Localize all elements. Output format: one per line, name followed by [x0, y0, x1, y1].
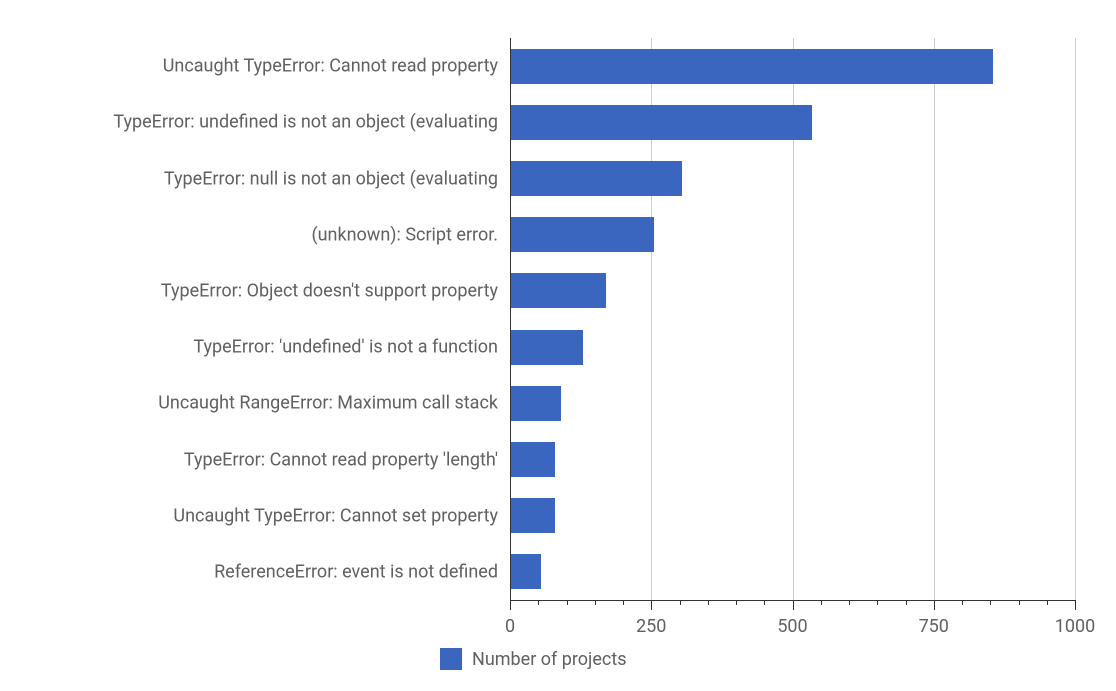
y-axis-labels: Uncaught TypeError: Cannot read property…: [0, 38, 510, 600]
x-axis-ticks: [510, 38, 1075, 600]
x-tick-minor: [849, 600, 850, 605]
x-tick-minor: [906, 600, 907, 605]
x-tick-minor: [1019, 600, 1020, 605]
x-tick-minor: [877, 600, 878, 605]
x-tick-major: [510, 600, 511, 610]
y-tick-label: ReferenceError: event is not defined: [0, 561, 510, 582]
x-tick-major: [651, 600, 652, 610]
y-tick-label: TypeError: 'undefined' is not a function: [0, 337, 510, 358]
y-tick-label: Uncaught TypeError: Cannot read property: [0, 56, 510, 77]
y-tick-label: Uncaught TypeError: Cannot set property: [0, 505, 510, 526]
x-tick-minor: [990, 600, 991, 605]
x-tick-minor: [962, 600, 963, 605]
x-tick-minor: [623, 600, 624, 605]
x-tick-minor: [708, 600, 709, 605]
x-tick-label: 750: [919, 616, 949, 637]
x-tick-major: [793, 600, 794, 610]
x-tick-minor: [736, 600, 737, 605]
x-tick-minor: [567, 600, 568, 605]
legend: Number of projects: [440, 648, 627, 670]
x-tick-major: [934, 600, 935, 610]
x-tick-label: 500: [777, 616, 807, 637]
x-tick-minor: [680, 600, 681, 605]
y-tick-label: Uncaught RangeError: Maximum call stack: [0, 393, 510, 414]
x-tick-minor: [821, 600, 822, 605]
y-tick-label: TypeError: Object doesn't support proper…: [0, 280, 510, 301]
chart-container: Uncaught TypeError: Cannot read property…: [0, 0, 1116, 691]
plot-area: [510, 38, 1075, 600]
y-tick-label: TypeError: null is not an object (evalua…: [0, 168, 510, 189]
y-tick-label: TypeError: undefined is not an object (e…: [0, 112, 510, 133]
x-tick-minor: [595, 600, 596, 605]
x-tick-label: 0: [505, 616, 515, 637]
gridline: [1075, 38, 1076, 600]
legend-label: Number of projects: [472, 649, 627, 670]
legend-swatch: [440, 648, 462, 670]
x-tick-minor: [764, 600, 765, 605]
y-tick-label: TypeError: Cannot read property 'length': [0, 449, 510, 470]
x-tick-minor: [538, 600, 539, 605]
x-tick-minor: [1047, 600, 1048, 605]
y-tick-label: (unknown): Script error.: [0, 224, 510, 245]
x-tick-label: 1000: [1055, 616, 1095, 637]
x-tick-major: [1075, 600, 1076, 610]
x-tick-label: 250: [636, 616, 666, 637]
